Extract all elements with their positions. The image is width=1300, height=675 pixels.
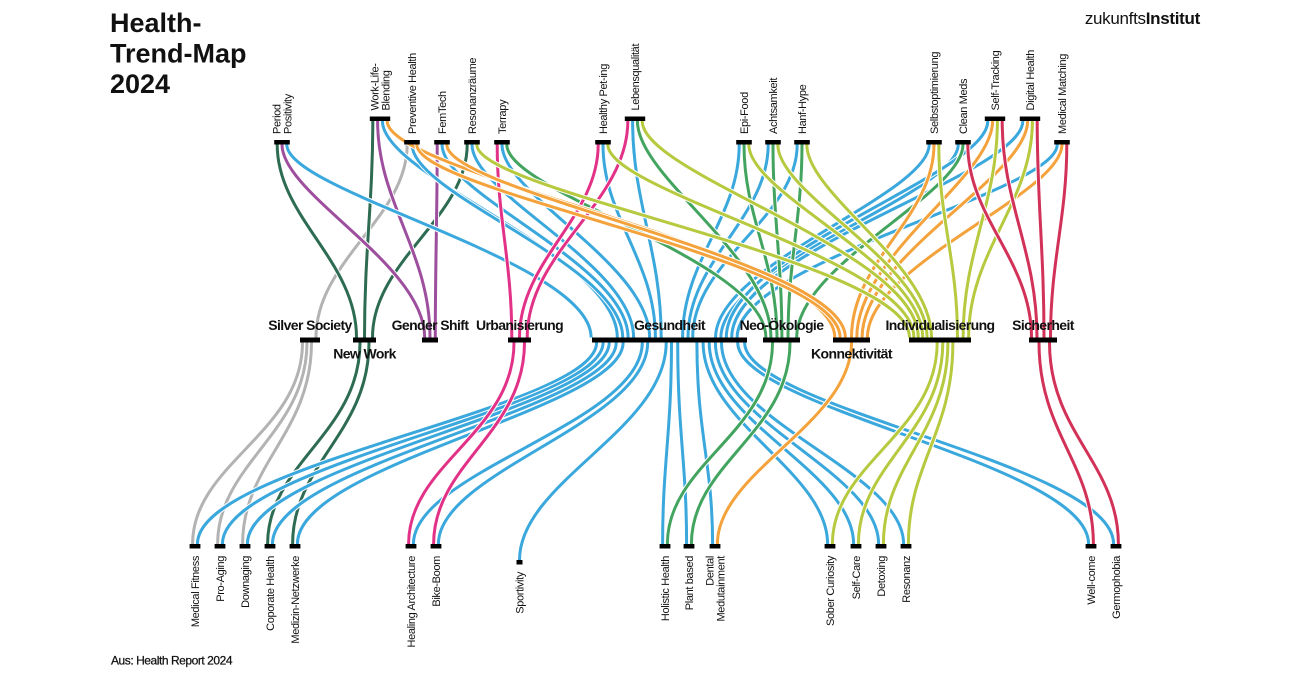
svg-text:Silver Society: Silver Society bbox=[268, 317, 352, 333]
svg-text:Trend-Map: Trend-Map bbox=[110, 39, 247, 69]
svg-text:Achtsamkeit: Achtsamkeit bbox=[768, 78, 780, 134]
svg-text:Downaging: Downaging bbox=[240, 556, 252, 608]
svg-text:Urbanisierung: Urbanisierung bbox=[476, 317, 563, 333]
svg-text:Sober Curiosity: Sober Curiosity bbox=[825, 555, 837, 626]
svg-text:Medical Fitness: Medical Fitness bbox=[190, 555, 202, 627]
svg-text:Konnektivität: Konnektivität bbox=[811, 346, 893, 362]
svg-text:Germophobia: Germophobia bbox=[1111, 555, 1123, 619]
svg-text:Hanf-Hype: Hanf-Hype bbox=[797, 84, 809, 134]
svg-text:Selbstoptimierung: Selbstoptimierung bbox=[929, 52, 941, 134]
svg-text:Pro-Aging: Pro-Aging bbox=[215, 556, 227, 602]
svg-text:zukunftsInstitut: zukunftsInstitut bbox=[1085, 9, 1201, 28]
svg-text:Bike-Boom: Bike-Boom bbox=[431, 556, 443, 607]
svg-text:Medizin-Netzwerke: Medizin-Netzwerke bbox=[290, 556, 302, 644]
svg-text:Preventive Health: Preventive Health bbox=[407, 53, 419, 134]
svg-text:Resonanz: Resonanz bbox=[901, 556, 913, 603]
svg-text:Holistic Health: Holistic Health bbox=[660, 556, 672, 621]
svg-text:Gender Shift: Gender Shift bbox=[392, 317, 470, 333]
svg-text:Health-: Health- bbox=[110, 8, 202, 38]
svg-text:Sportivity: Sportivity bbox=[515, 571, 527, 614]
svg-text:Self-Care: Self-Care bbox=[851, 556, 863, 600]
svg-text:Gesundheit: Gesundheit bbox=[634, 317, 706, 333]
svg-text:Lebensqualität: Lebensqualität bbox=[630, 44, 642, 111]
svg-text:Plant based: Plant based bbox=[684, 556, 696, 610]
svg-text:Self-Tracking: Self-Tracking bbox=[990, 50, 1002, 110]
svg-text:Aus: Health Report 2024: Aus: Health Report 2024 bbox=[111, 654, 233, 668]
svg-text:Individualisierung: Individualisierung bbox=[886, 317, 995, 333]
svg-text:FemTech: FemTech bbox=[437, 91, 449, 134]
svg-text:Digital Health: Digital Health bbox=[1025, 50, 1037, 111]
svg-text:Medical Matching: Medical Matching bbox=[1057, 54, 1069, 134]
svg-text:2024: 2024 bbox=[110, 69, 170, 99]
svg-text:Well-come: Well-come bbox=[1086, 556, 1098, 605]
svg-text:Healthy Pet-ing: Healthy Pet-ing bbox=[598, 64, 610, 134]
svg-text:Sicherheit: Sicherheit bbox=[1012, 317, 1075, 333]
svg-text:Terrapy: Terrapy bbox=[497, 99, 509, 134]
svg-text:New Work: New Work bbox=[333, 346, 396, 362]
svg-text:Coporate Health: Coporate Health bbox=[265, 556, 277, 631]
svg-text:Clean Meds: Clean Meds bbox=[958, 78, 970, 134]
svg-text:Detoxing: Detoxing bbox=[876, 556, 888, 597]
svg-text:Neo-Ökologie: Neo-Ökologie bbox=[740, 317, 825, 333]
svg-text:Healing Architecture: Healing Architecture bbox=[406, 556, 418, 648]
svg-text:Resonanzräume: Resonanzräume bbox=[467, 58, 479, 134]
svg-text:Work-Life-Blending: Work-Life-Blending bbox=[370, 63, 393, 111]
svg-text:Epi-Food: Epi-Food bbox=[739, 92, 751, 134]
